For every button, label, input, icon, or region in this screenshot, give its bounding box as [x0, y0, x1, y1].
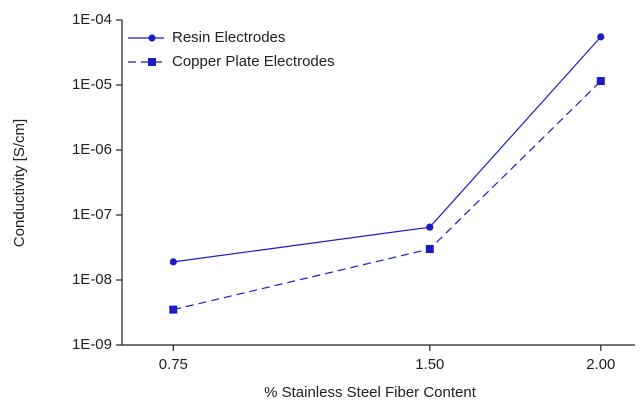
- y-tick-label: 1E-08: [72, 271, 112, 288]
- data-point: [426, 223, 434, 231]
- legend-marker: [148, 34, 156, 42]
- data-point: [169, 258, 177, 266]
- data-point: [425, 244, 434, 253]
- x-tick-label: 1.50: [415, 356, 444, 373]
- y-tick-label: 1E-05: [72, 76, 112, 93]
- x-tick-label: 2.00: [586, 356, 615, 373]
- legend-label: Resin Electrodes: [172, 29, 285, 46]
- legend-marker: [148, 58, 156, 66]
- series-line: [173, 36, 602, 263]
- y-tick-label: 1E-09: [72, 336, 112, 353]
- x-axis-label: % Stainless Steel Fiber Content: [264, 384, 477, 401]
- data-point: [597, 33, 605, 41]
- data-point: [169, 305, 178, 314]
- x-tick-label: 0.75: [159, 356, 188, 373]
- legend-label: Copper Plate Electrodes: [172, 53, 335, 70]
- y-tick-label: 1E-04: [72, 11, 112, 28]
- y-tick-label: 1E-07: [72, 206, 112, 223]
- y-tick-label: 1E-06: [72, 141, 112, 158]
- y-axis-label: Conductivity [S/cm]: [11, 119, 28, 247]
- series-line: [173, 80, 602, 311]
- data-point: [596, 77, 605, 86]
